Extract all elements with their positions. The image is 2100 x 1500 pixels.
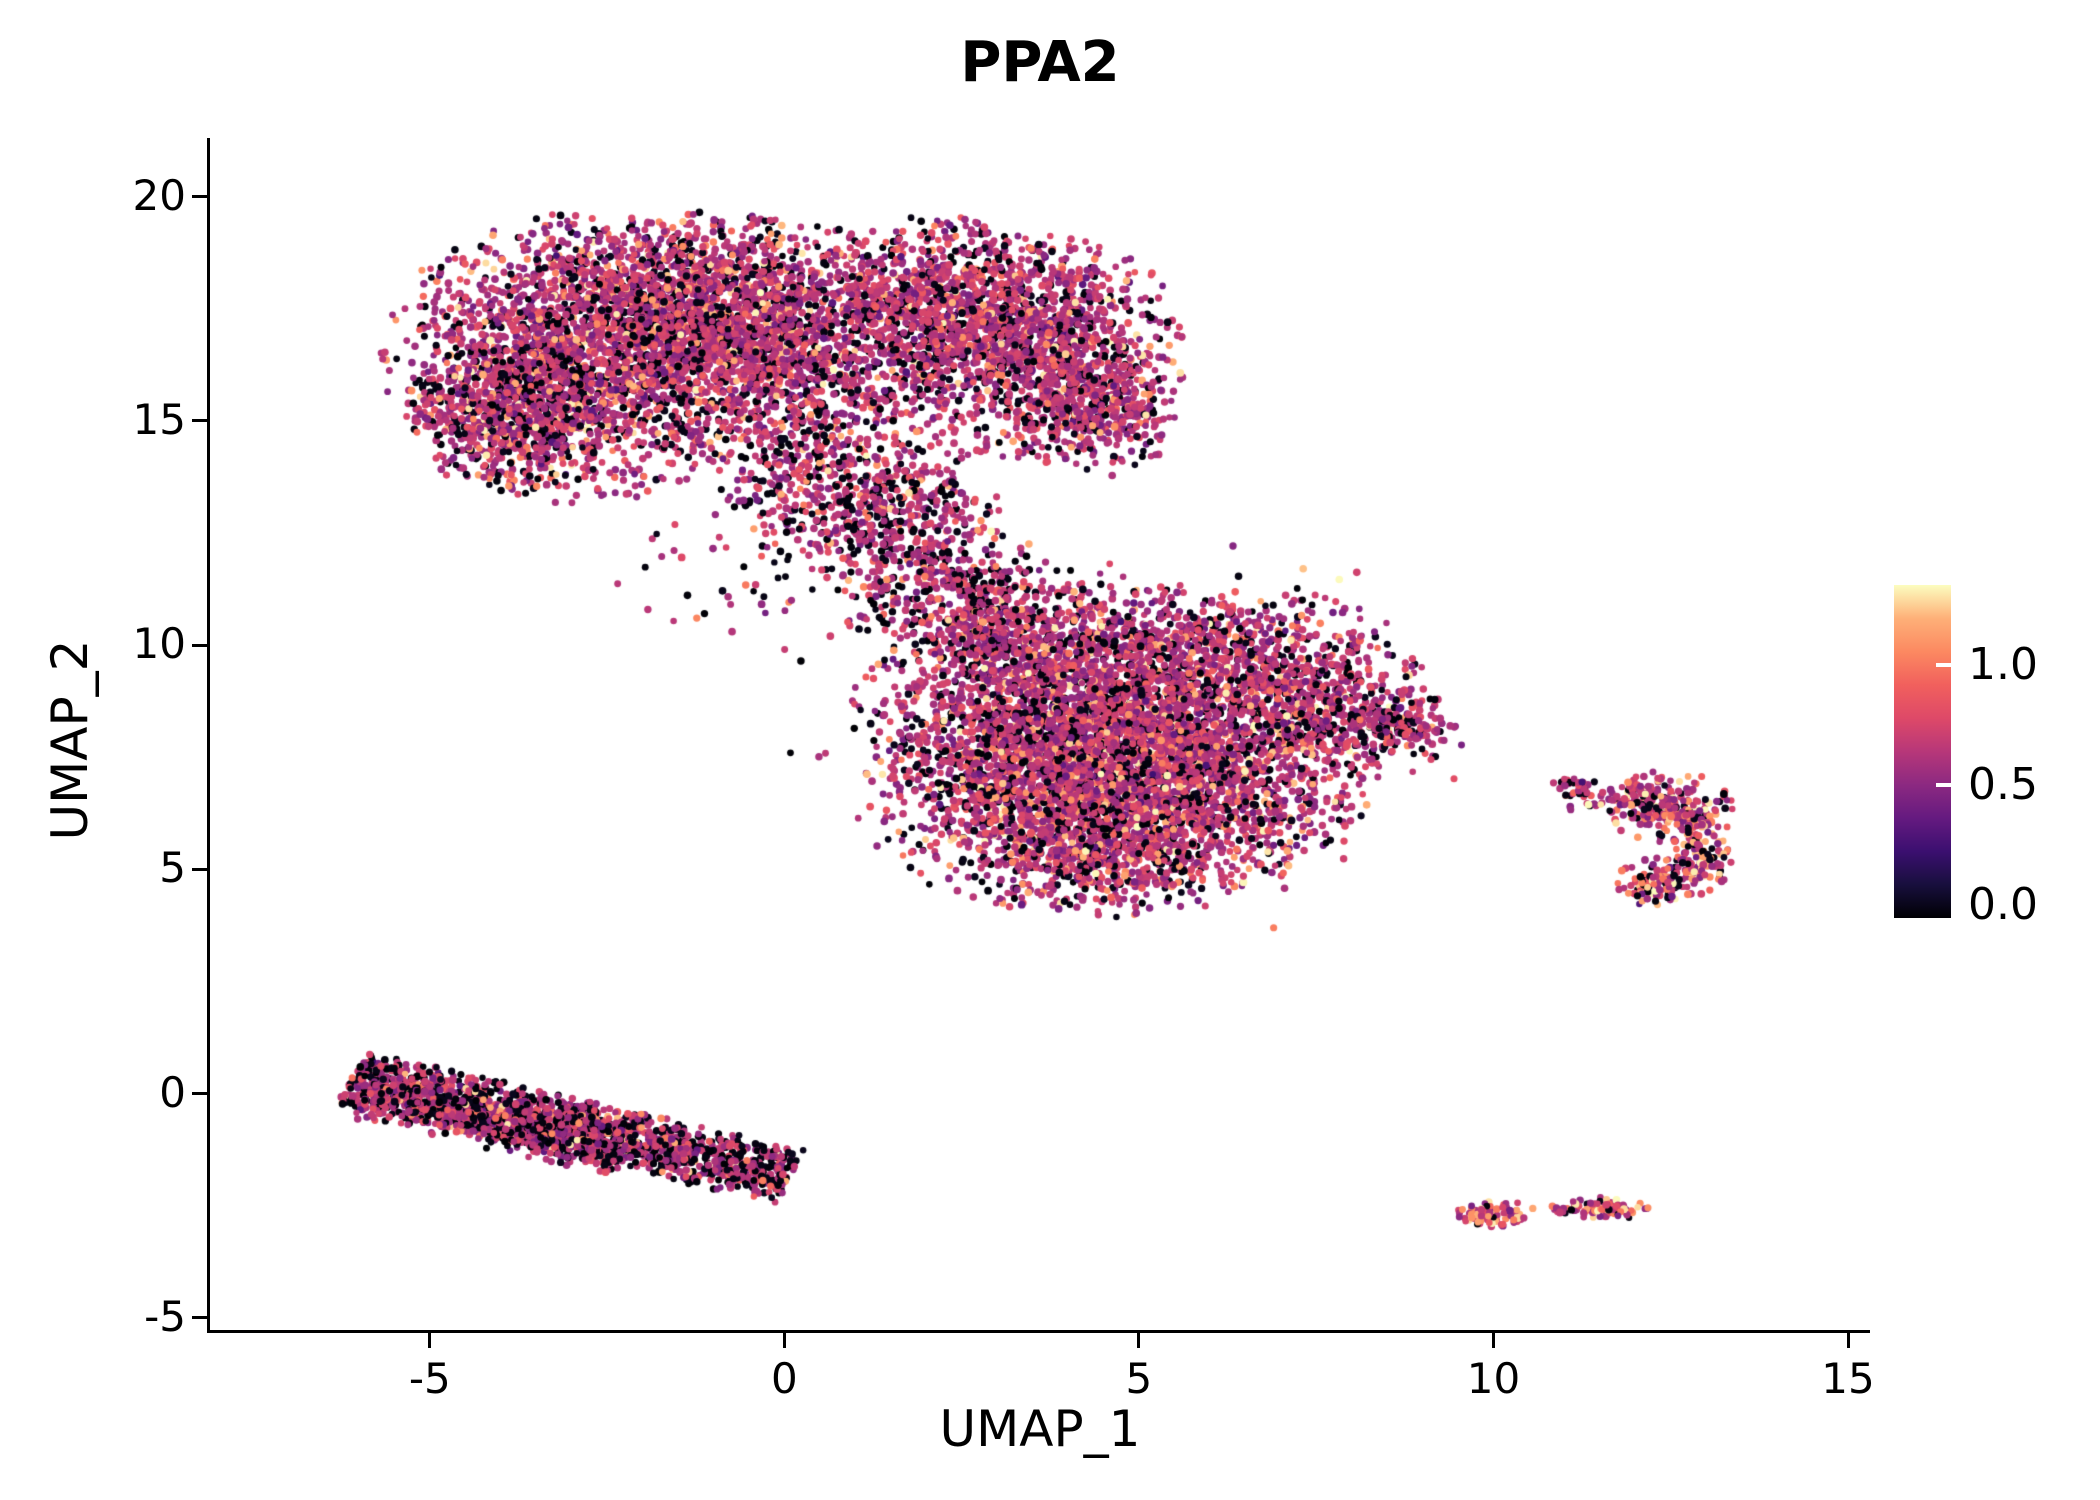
x-tick-mark (782, 1333, 786, 1348)
x-tick-label: 0 (770, 1354, 798, 1403)
x-tick-mark (1137, 1333, 1141, 1348)
y-tick-mark (192, 867, 207, 871)
y-tick-label: -5 (144, 1291, 186, 1341)
y-axis-line (207, 138, 210, 1333)
y-tick-label: 0 (159, 1067, 186, 1117)
y-tick-label: 10 (132, 619, 186, 669)
y-tick-mark (192, 643, 207, 647)
x-axis-label: UMAP_1 (939, 1400, 1141, 1458)
y-tick-label: 20 (132, 170, 186, 220)
x-axis-line (207, 1330, 1870, 1333)
y-tick-mark (192, 1092, 207, 1096)
colorbar-tick-dash (1936, 783, 1951, 787)
y-tick-mark (192, 195, 207, 199)
colorbar-tick-label: 1.0 (1968, 639, 2038, 690)
plot-title: PPA2 (960, 30, 1120, 95)
colorbar-gradient (1894, 585, 1951, 918)
y-axis-label: UMAP_2 (41, 639, 99, 841)
y-tick-mark (192, 1316, 207, 1320)
colorbar-tick-dash (1936, 663, 1951, 667)
y-tick-label: 15 (132, 394, 186, 444)
x-tick-mark (428, 1333, 432, 1348)
x-tick-label: 5 (1125, 1354, 1153, 1403)
colorbar-tick-label: 0.5 (1968, 759, 2038, 810)
plot-area (210, 138, 1870, 1330)
x-tick-mark (1491, 1333, 1495, 1348)
scatter-canvas (210, 138, 1870, 1330)
x-tick-label: 10 (1466, 1354, 1521, 1403)
x-tick-mark (1846, 1333, 1850, 1348)
y-tick-label: 5 (159, 843, 186, 893)
y-tick-mark (192, 419, 207, 423)
x-tick-label: 15 (1821, 1354, 1875, 1403)
x-tick-label: -5 (408, 1354, 451, 1403)
colorbar-tick-label: 0.0 (1968, 879, 2038, 930)
